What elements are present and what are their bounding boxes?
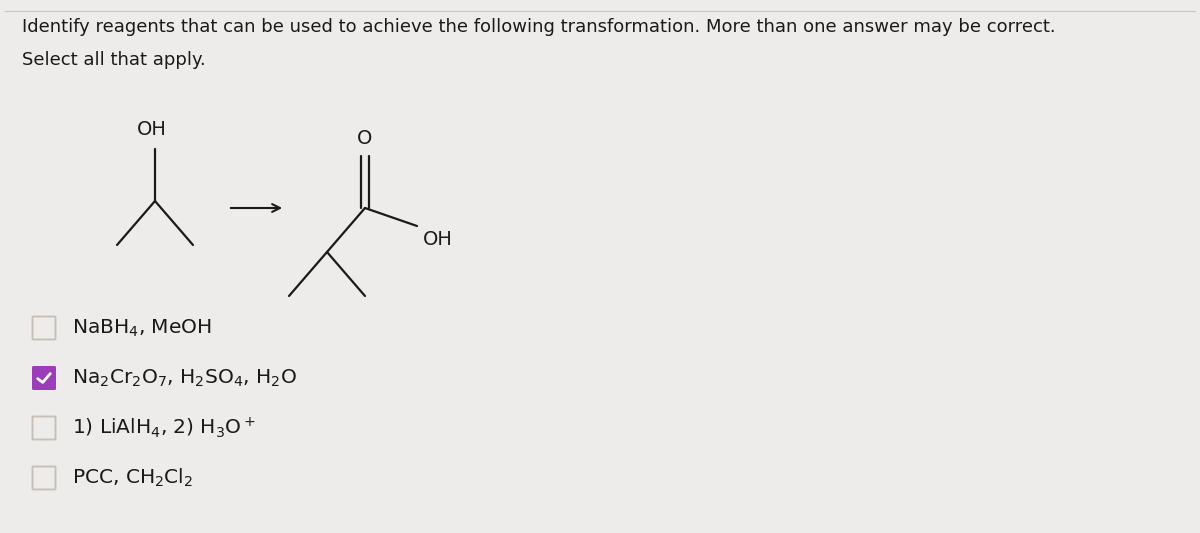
Text: OH: OH (422, 230, 452, 249)
Text: O: O (358, 129, 373, 148)
FancyBboxPatch shape (32, 466, 55, 489)
Text: Identify reagents that can be used to achieve the following transformation. More: Identify reagents that can be used to ac… (22, 18, 1056, 36)
Text: Select all that apply.: Select all that apply. (22, 51, 205, 69)
FancyBboxPatch shape (32, 416, 55, 440)
Text: NaBH$_4$, MeOH: NaBH$_4$, MeOH (72, 317, 211, 338)
Text: OH: OH (137, 120, 167, 139)
Text: Na$_2$Cr$_2$O$_7$, H$_2$SO$_4$, H$_2$O: Na$_2$Cr$_2$O$_7$, H$_2$SO$_4$, H$_2$O (72, 367, 298, 389)
Text: 1) LiAlH$_4$, 2) H$_3$O$^+$: 1) LiAlH$_4$, 2) H$_3$O$^+$ (72, 416, 256, 440)
FancyBboxPatch shape (32, 367, 55, 389)
Text: PCC, CH$_2$Cl$_2$: PCC, CH$_2$Cl$_2$ (72, 467, 193, 489)
FancyBboxPatch shape (32, 317, 55, 340)
